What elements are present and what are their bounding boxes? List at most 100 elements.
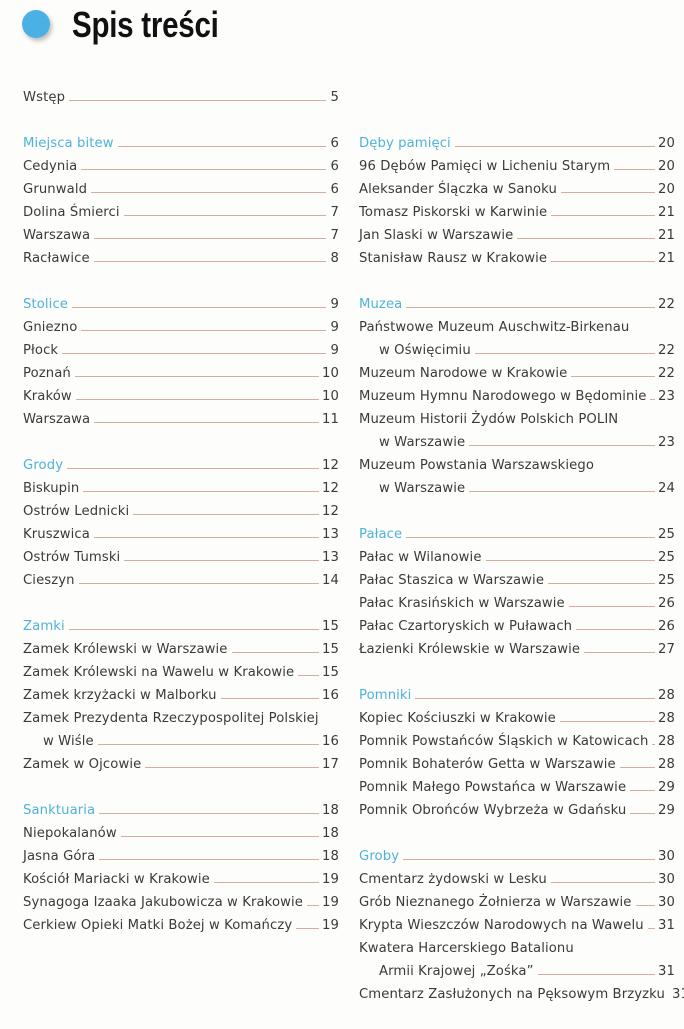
dot-leader xyxy=(67,468,320,469)
dot-leader xyxy=(213,882,320,883)
toc-entry[interactable]: Cmentarz żydowski w Lesku 30 xyxy=(359,868,675,891)
entry-title: Cerkiew Opieki Matki Bożej w Komańczy xyxy=(23,918,293,933)
section-heading[interactable]: Pomniki 28 xyxy=(359,684,675,707)
toc-entry[interactable]: Warszawa 11 xyxy=(23,408,339,431)
section-heading[interactable]: Grody 12 xyxy=(23,454,339,477)
toc-entry[interactable]: 96 Dębów Pamięci w Licheniu Starym 20 xyxy=(359,155,675,178)
toc-entry[interactable]: Pałac w Wilanowie 25 xyxy=(359,546,675,569)
section-heading[interactable]: Stolice 9 xyxy=(23,293,339,316)
toc-entry[interactable]: Cmentarz Zasłużonych na Pęksowym Brzyzku… xyxy=(359,983,684,1006)
dot-leader xyxy=(469,445,656,446)
toc-entry[interactable]: Jan Slaski w Warszawie 21 xyxy=(359,224,675,247)
toc-entry[interactable]: Pałac Staszica w Warszawie 25 xyxy=(359,569,675,592)
toc-entry[interactable]: Płock 9 xyxy=(23,339,339,362)
entry-title: Płock xyxy=(23,343,59,358)
dot-leader xyxy=(568,606,656,607)
page-number: 12 xyxy=(322,481,339,496)
toc-entry[interactable]: Gniezno 9 xyxy=(23,316,339,339)
toc-entry[interactable]: Pomnik Bohaterów Getta w Warszawie 28 xyxy=(359,753,675,776)
toc-entry[interactable]: Kwatera Harcerskiego Batalionu xyxy=(359,937,675,960)
entry-title: Muzeum Historii Żydów Polskich POLIN xyxy=(359,412,619,427)
dot-leader xyxy=(78,583,320,584)
toc-entry[interactable]: Pomnik Powstańców Śląskich w Katowicach 2… xyxy=(359,730,675,753)
entry-title: Zamek w Ojcowie xyxy=(23,757,142,772)
toc-entry[interactable]: Warszawa 7 xyxy=(23,224,339,247)
section-heading[interactable]: Miejsca bitew 6 xyxy=(23,132,339,155)
toc-entry[interactable]: Zamek Królewski w Warszawie 15 xyxy=(23,638,339,661)
toc-entry-continuation[interactable]: w Oświęcimiu 22 xyxy=(359,339,675,362)
page-number: 28 xyxy=(658,688,675,703)
page-number: 12 xyxy=(322,458,339,473)
toc-entry[interactable]: Kruszwica 13 xyxy=(23,523,339,546)
toc-entry[interactable]: Zamek w Ojcowie 17 xyxy=(23,753,339,776)
toc-entry[interactable]: Cedynia 6 xyxy=(23,155,339,178)
toc-entry[interactable]: Dolina Śmierci 7 xyxy=(23,201,339,224)
toc-entry[interactable]: Cieszyn 14 xyxy=(23,569,339,592)
toc-section: Zamki 15 Zamek Królewski w Warszawie 15 Zame… xyxy=(23,615,339,776)
toc-entry[interactable]: Aleksander Ślączka w Sanoku 20 xyxy=(359,178,675,201)
toc-entry[interactable]: Synagoga Izaaka Jakubowicza w Krakowie 19 xyxy=(23,891,339,914)
entry-title: w Wiśle xyxy=(43,734,94,749)
toc-entry[interactable]: Tomasz Piskorski w Karwinie 21 xyxy=(359,201,675,224)
entry-title: Poznań xyxy=(23,366,71,381)
section-heading[interactable]: Zamki 15 xyxy=(23,615,339,638)
toc-entry[interactable]: Grób Nieznanego Żołnierza w Warszawie 30 xyxy=(359,891,675,914)
toc-entry[interactable]: Niepokalanów 18 xyxy=(23,822,339,845)
page-number: 12 xyxy=(322,504,339,519)
page-number: 10 xyxy=(322,366,339,381)
section-heading[interactable]: Dęby pamięci 20 xyxy=(359,132,675,155)
toc-entry[interactable]: Wstęp 5 xyxy=(23,86,339,109)
toc-entry[interactable]: Pomnik Małego Powstańca w Warszawie 29 xyxy=(359,776,675,799)
toc-entry[interactable]: Kraków 10 xyxy=(23,385,339,408)
toc-entry[interactable]: Zamek Królewski na Wawelu w Krakowie 15 xyxy=(23,661,339,684)
toc-entry[interactable]: Racławice 8 xyxy=(23,247,339,270)
entry-title: Zamek Prezydenta Rzeczypospolitej Polski… xyxy=(23,711,319,726)
toc-entry[interactable]: Pałac Krasińskich w Warszawie 26 xyxy=(359,592,675,615)
toc-entry[interactable]: Muzeum Narodowe w Krakowie 22 xyxy=(359,362,675,385)
toc-entry[interactable]: Muzeum Powstania Warszawskiego xyxy=(359,454,675,477)
toc-entry[interactable]: Poznań 10 xyxy=(23,362,339,385)
toc-entry[interactable]: Muzeum Hymnu Narodowego w Będominie 23 xyxy=(359,385,675,408)
dot-leader xyxy=(647,928,656,929)
section-heading[interactable]: Pałace 25 xyxy=(359,523,675,546)
page-number: 31 xyxy=(658,918,675,933)
toc-entry[interactable]: Jasna Góra 18 xyxy=(23,845,339,868)
toc-entry[interactable]: Muzeum Historii Żydów Polskich POLIN xyxy=(359,408,675,431)
entry-title: Muzeum Hymnu Narodowego w Będominie xyxy=(359,389,647,404)
entry-title: Warszawa xyxy=(23,412,91,427)
toc-entry[interactable]: Cerkiew Opieki Matki Bożej w Komańczy 19 xyxy=(23,914,339,937)
toc-entry[interactable]: Zamek Prezydenta Rzeczypospolitej Polski… xyxy=(23,707,339,730)
dot-leader xyxy=(231,652,320,653)
toc-entry[interactable]: Ostrów Lednicki 12 xyxy=(23,500,339,523)
toc-entry[interactable]: Zamek krzyżacki w Malborku 16 xyxy=(23,684,339,707)
page-number: 9 xyxy=(330,297,339,312)
toc-entry-continuation[interactable]: Armii Krajowej „Zośka” 31 xyxy=(359,960,675,983)
toc-entry[interactable]: Pałac Czartoryskich w Puławach 26 xyxy=(359,615,675,638)
toc-entry-continuation[interactable]: w Wiśle 16 xyxy=(23,730,339,753)
toc-entry[interactable]: Państwowe Muzeum Auschwitz-Birkenau xyxy=(359,316,675,339)
toc-entry[interactable]: Stanisław Rausz w Krakowie 21 xyxy=(359,247,675,270)
dot-leader xyxy=(123,215,326,216)
toc-entry[interactable]: Kopiec Kościuszki w Krakowie 28 xyxy=(359,707,675,730)
page-number: 6 xyxy=(330,159,339,174)
toc-entry[interactable]: Grunwald 6 xyxy=(23,178,339,201)
section-heading[interactable]: Groby 30 xyxy=(359,845,675,868)
toc-entry[interactable]: Biskupin 12 xyxy=(23,477,339,500)
toc-entry[interactable]: Kościół Mariacki w Krakowie 19 xyxy=(23,868,339,891)
entry-title: Grunwald xyxy=(23,182,88,197)
dot-leader xyxy=(469,491,656,492)
entry-title: Kruszwica xyxy=(23,527,90,542)
dot-leader xyxy=(298,675,320,676)
page-title: Spis treści xyxy=(72,4,219,45)
section-heading[interactable]: Muzea 22 xyxy=(359,293,675,316)
section-heading[interactable]: Sanktuaria 18 xyxy=(23,799,339,822)
dot-leader xyxy=(517,238,656,239)
toc-entry[interactable]: Pomnik Obrońców Wybrzeża w Gdańsku 29 xyxy=(359,799,675,822)
toc-entry[interactable]: Łazienki Królewskie w Warszawie 27 xyxy=(359,638,675,661)
toc-entry[interactable]: Krypta Wieszczów Narodowych na Wawelu 31 xyxy=(359,914,675,937)
toc-entry-continuation[interactable]: w Warszawie 23 xyxy=(359,431,675,454)
entry-title: Pałac w Wilanowie xyxy=(359,550,482,565)
toc-entry[interactable]: Ostrów Tumski 13 xyxy=(23,546,339,569)
toc-entry-continuation[interactable]: w Warszawie 24 xyxy=(359,477,675,500)
page-number: 11 xyxy=(322,412,339,427)
